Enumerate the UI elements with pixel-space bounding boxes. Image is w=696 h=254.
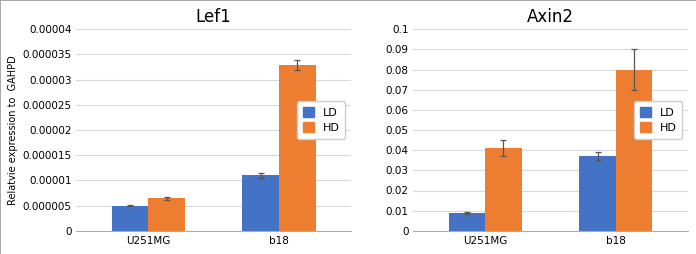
Title: Axin2: Axin2 bbox=[527, 8, 574, 26]
Bar bbox=[148, 198, 185, 231]
Bar bbox=[112, 206, 148, 231]
Bar bbox=[279, 65, 315, 231]
Legend: LD, HD: LD, HD bbox=[297, 101, 345, 138]
Bar bbox=[485, 148, 522, 231]
Bar bbox=[579, 156, 616, 231]
Bar bbox=[242, 175, 279, 231]
Bar bbox=[616, 70, 652, 231]
Legend: LD, HD: LD, HD bbox=[634, 101, 682, 138]
Bar bbox=[449, 213, 485, 231]
Y-axis label: Relatvie expression to  GAHPD: Relatvie expression to GAHPD bbox=[8, 55, 18, 205]
Title: Lef1: Lef1 bbox=[196, 8, 232, 26]
